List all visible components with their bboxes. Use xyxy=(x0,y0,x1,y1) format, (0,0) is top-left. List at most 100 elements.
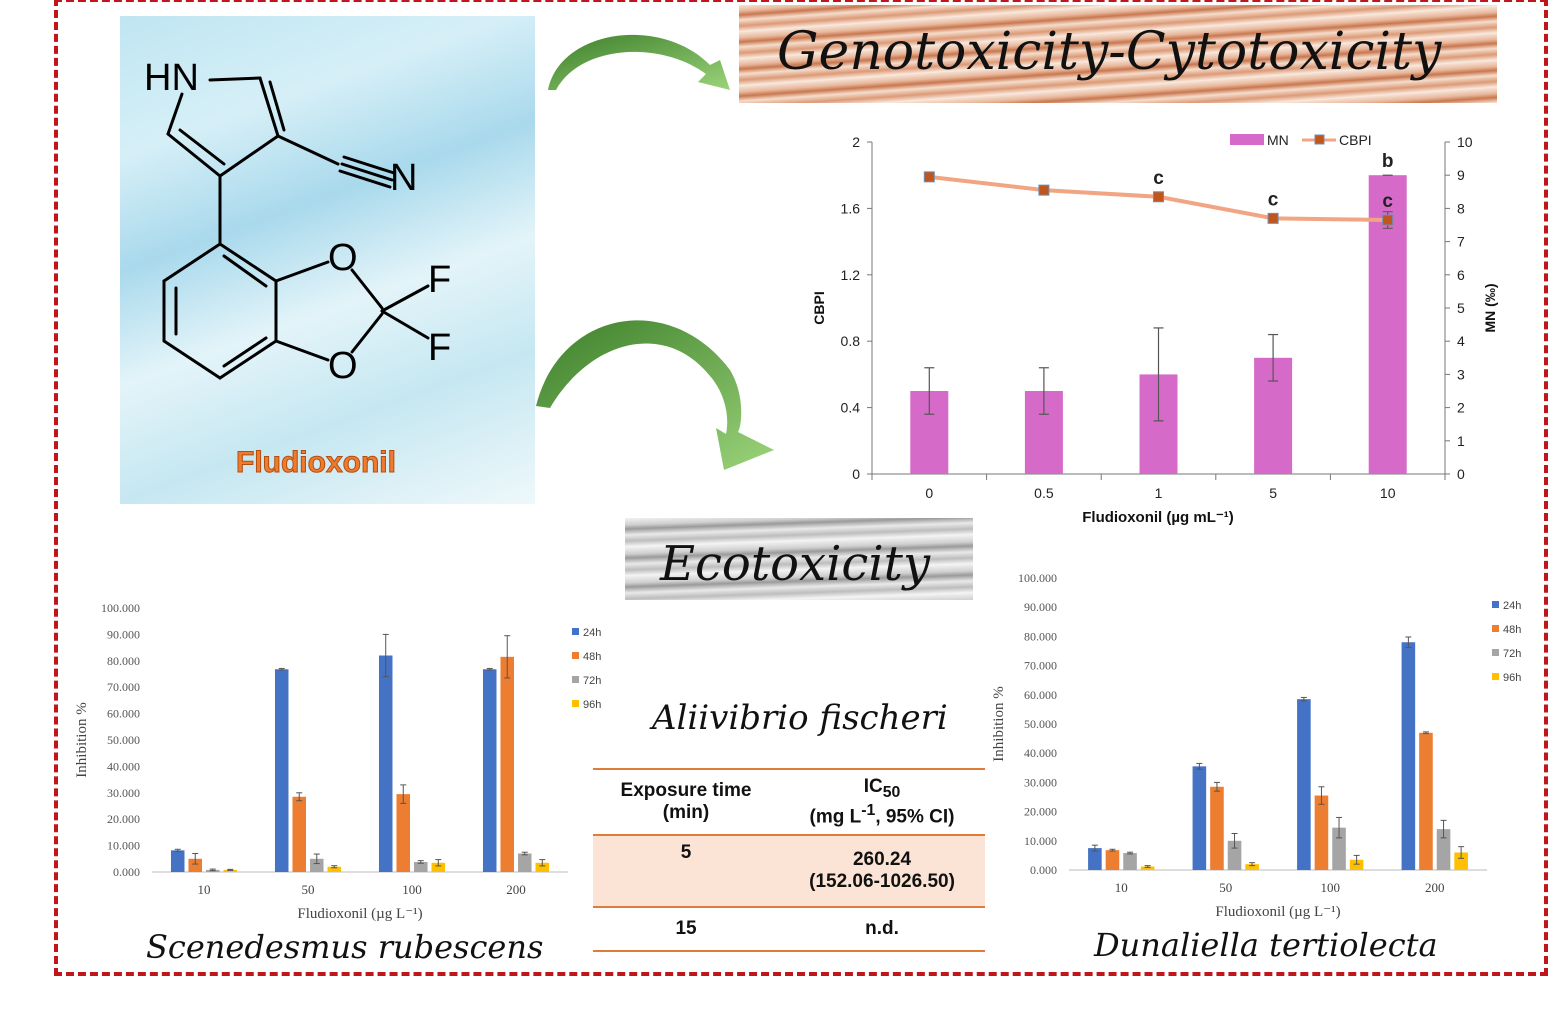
bar-24h xyxy=(1192,766,1207,870)
x-tick-label: 0.5 xyxy=(1034,485,1054,501)
header-exposure-line1: Exposure time xyxy=(620,780,752,802)
scenedesmus-caption: Scenedesmus rubescens xyxy=(146,928,544,966)
sea-background xyxy=(120,16,535,504)
legend-label-72h: 72h xyxy=(1503,648,1521,660)
atom-o-bottom: O xyxy=(328,345,358,387)
legend-label-24h: 24h xyxy=(583,627,601,639)
fludioxonil-structure: HN N O O F F Fludioxonil xyxy=(144,57,451,480)
atom-f-top: F xyxy=(428,259,451,301)
atom-f-bottom: F xyxy=(428,327,451,369)
legend-cbpi-marker xyxy=(1314,134,1325,145)
right-tick-label: 5 xyxy=(1457,300,1465,316)
header-ic-sub: 50 xyxy=(882,783,901,801)
y-axis-title: Inhibition % xyxy=(74,702,90,777)
left-tick-label: 0 xyxy=(852,466,860,482)
right-tick-label: 10 xyxy=(1457,134,1473,150)
bar-96h xyxy=(327,866,342,872)
bar-96h xyxy=(223,869,238,872)
x-tick-label: 10 xyxy=(1115,880,1128,895)
cbpi-significance-label: c xyxy=(1268,189,1279,210)
header-exposure-line2: (min) xyxy=(662,802,710,824)
x-tick-label: 50 xyxy=(302,882,315,897)
molecule-name: Fludioxonil xyxy=(236,446,396,479)
legend-cbpi-label: CBPI xyxy=(1339,132,1372,148)
legend-swatch-96h xyxy=(1492,673,1499,680)
x-tick-label: 100 xyxy=(1321,880,1341,895)
left-tick-label: 2 xyxy=(852,134,860,150)
legend-label-48h: 48h xyxy=(1503,624,1521,636)
bar-72h xyxy=(310,858,324,872)
bar-72h xyxy=(1227,840,1242,870)
x-tick-label: 200 xyxy=(1425,880,1445,895)
arrows-layer xyxy=(536,34,774,470)
legend-swatch-24h xyxy=(572,628,579,635)
right-tick-label: 3 xyxy=(1457,366,1465,382)
dashed-frame xyxy=(54,0,1548,976)
atom-o-top: O xyxy=(328,237,358,279)
bar-96h xyxy=(1454,852,1468,870)
legend-label-96h: 96h xyxy=(583,699,601,711)
bar-24h xyxy=(378,655,393,872)
bar-96h xyxy=(1245,864,1259,870)
bar-24h xyxy=(1401,642,1416,870)
cbpi-significance-label: c xyxy=(1382,191,1393,212)
bar-24h xyxy=(1088,848,1102,870)
row-time: 5 xyxy=(593,835,780,908)
x-tick-label: 0 xyxy=(925,485,933,501)
bar-48h xyxy=(1314,795,1329,870)
genotoxicity-title: Genotoxicity-Cytotoxicity xyxy=(777,22,1442,82)
bar-96h xyxy=(1140,866,1155,870)
y-tick-label: 90.000 xyxy=(107,627,140,641)
bar-48h xyxy=(292,796,306,872)
legend-label-24h: 24h xyxy=(1503,600,1521,612)
legend-label-48h: 48h xyxy=(583,651,601,663)
y-tick-label: 30.000 xyxy=(107,786,140,800)
ic50-table-header: Exposure time (min) IC50 (mg L-1, 95% CI… xyxy=(593,767,985,837)
atom-n: N xyxy=(390,157,417,199)
x-axis-title: Fludioxonil (µg L⁻¹) xyxy=(1215,904,1340,920)
bar-24h xyxy=(274,669,289,872)
row-ic50-value: 260.24 xyxy=(852,849,912,871)
scenedesmus-chart: 0.000 10.000 20.000 30.000 40.000 50.000 60.00… xyxy=(74,601,601,922)
x-tick-label: 200 xyxy=(506,882,526,897)
cbpi-marker xyxy=(1267,212,1279,224)
legend-swatch-48h xyxy=(1492,625,1499,632)
left-axis-title: CBPI xyxy=(811,291,827,324)
y-tick-label: 70.000 xyxy=(107,680,140,694)
left-tick-label: 1.6 xyxy=(841,200,861,216)
x-tick-label: 10 xyxy=(1380,485,1396,501)
y-tick-label: 80.000 xyxy=(1024,629,1057,643)
x-tick-label: 10 xyxy=(198,882,211,897)
left-tick-label: 0.8 xyxy=(841,333,861,349)
y-tick-label: 80.000 xyxy=(107,654,140,668)
legend-swatch-48h xyxy=(572,652,579,659)
right-tick-label: 4 xyxy=(1457,333,1465,349)
table-row: 15 n.d. xyxy=(593,906,985,953)
legend-label-96h: 96h xyxy=(1503,672,1521,684)
y-tick-label: 20.000 xyxy=(107,812,140,826)
x-axis-title: Fludioxonil (µg L⁻¹) xyxy=(297,906,422,922)
cbpi-marker xyxy=(1038,184,1050,196)
bar-24h xyxy=(482,669,497,872)
header-ic-label: IC xyxy=(863,776,883,797)
header-unit-sup: -1 xyxy=(861,801,876,819)
bar-24h xyxy=(1297,699,1311,870)
cbpi-marker xyxy=(1382,214,1394,226)
bar-48h xyxy=(1419,732,1433,870)
y-tick-label: 90.000 xyxy=(1024,600,1057,614)
right-tick-label: 1 xyxy=(1457,433,1465,449)
y-axis-title: Inhibition % xyxy=(991,686,1007,761)
bar-96h xyxy=(535,862,550,872)
bar-48h xyxy=(500,656,514,872)
genotoxicity-banner xyxy=(739,5,1497,103)
legend-swatch-24h xyxy=(1492,601,1499,608)
y-tick-label: 50.000 xyxy=(107,733,140,747)
row-ic50-value: n.d. xyxy=(779,906,985,953)
right-axis-title: MN (‰) xyxy=(1482,284,1498,333)
bar-48h xyxy=(1210,786,1224,870)
row-time: 15 xyxy=(593,906,780,953)
y-tick-label: 60.000 xyxy=(107,707,140,721)
header-exposure-time: Exposure time (min) xyxy=(593,767,780,837)
x-tick-label: 100 xyxy=(402,882,422,897)
